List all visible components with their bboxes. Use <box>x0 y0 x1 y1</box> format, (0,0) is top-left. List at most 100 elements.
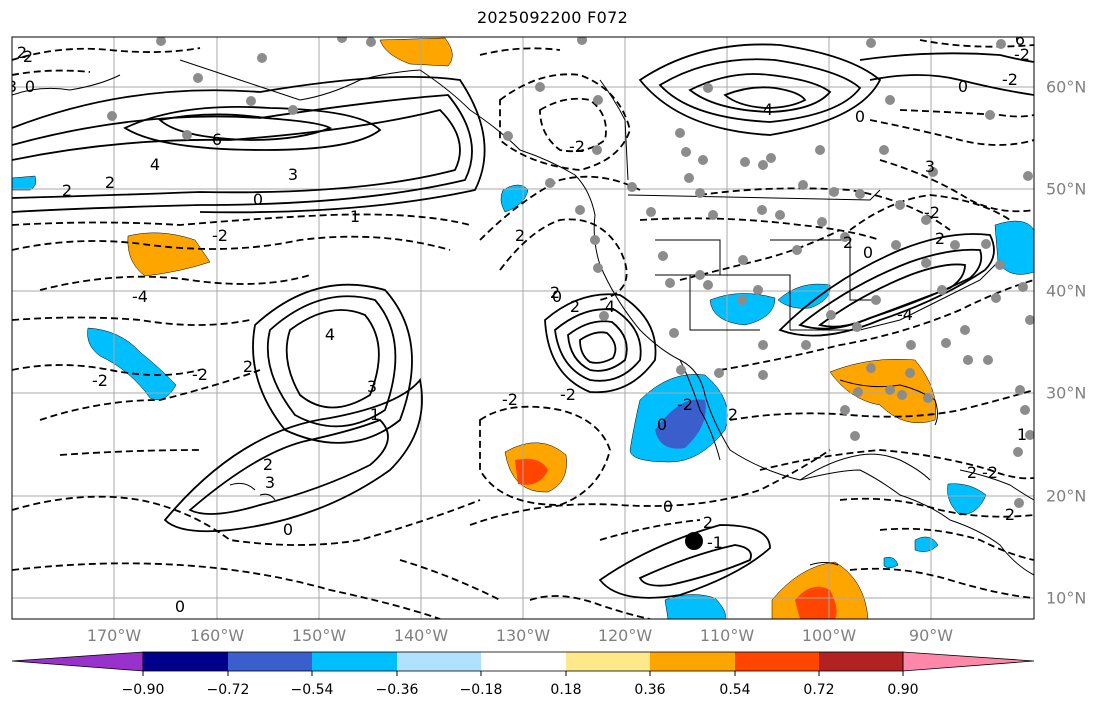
colorbar-segment <box>566 652 650 671</box>
colorbar-segment <box>819 652 903 671</box>
colorbar-tick-label: 0.90 <box>887 682 919 698</box>
contour-label: -4 <box>897 305 913 324</box>
contour-label: 0 <box>863 243 873 262</box>
contour-label: -2 <box>982 463 998 482</box>
lat-label-50n: 50°N <box>1046 179 1087 199</box>
contour-label: 6 <box>1015 30 1025 49</box>
lat-label-60n: 60°N <box>1046 77 1087 97</box>
contour-label: 4 <box>605 297 615 316</box>
colorbar-segment <box>481 652 566 671</box>
colorbar-tick-label: −0.72 <box>206 682 250 698</box>
contour-label: 2 <box>62 181 72 200</box>
contour-label: -2 <box>192 365 208 384</box>
contour-label: -2 <box>92 371 108 390</box>
contour-label: 3 <box>925 157 935 176</box>
colorbar-tick-label: 0.36 <box>634 682 666 698</box>
contour-label: -2 <box>677 395 693 414</box>
shaded-anomalies <box>12 37 1034 619</box>
contour-label: 4 <box>325 325 335 344</box>
colorbar-segment <box>228 652 312 671</box>
station-markers <box>107 37 1034 508</box>
lon-label-120w: 120°W <box>597 626 653 645</box>
contour-label: 0 <box>175 597 185 616</box>
map-title: 2025092200 F072 <box>476 8 629 27</box>
colorbar-tick-label: −0.18 <box>459 682 503 698</box>
contour-labels: 20643201432-4-22431-220230-22-2-24-230-2… <box>7 30 1030 616</box>
colorbar-tick-label: 0.72 <box>803 682 835 698</box>
contour-label: 2 <box>23 47 33 66</box>
contour-label: 2 <box>263 455 273 474</box>
colorbar-tick-label: −0.54 <box>290 682 334 698</box>
contour-label: 4 <box>150 155 160 174</box>
contour-label: 2 <box>843 233 853 252</box>
colorbar-left-extend <box>11 651 144 672</box>
lat-label-40n: 40°N <box>1046 281 1087 301</box>
contour-label: 2 <box>967 463 977 482</box>
lat-label-20n: 20°N <box>1046 486 1087 506</box>
contour-label: 3 <box>265 473 275 492</box>
colorbar-segment <box>312 652 397 671</box>
lon-label-140w: 140°W <box>393 626 449 645</box>
contour-label: 0 <box>663 497 673 516</box>
lon-label-160w: 160°W <box>189 626 245 645</box>
coastlines <box>12 59 1034 576</box>
contour-label: 2 <box>550 283 560 302</box>
lon-label-150w: 150°W <box>291 626 347 645</box>
map-frame <box>11 36 1035 620</box>
contour-label: 2 <box>570 297 580 316</box>
contour-label: 2 <box>17 43 27 62</box>
contour-label: -2 <box>502 390 518 409</box>
contour-label: 2 <box>243 357 253 376</box>
colorbar-tick-label: −0.36 <box>375 682 419 698</box>
positive-contours <box>12 43 1034 599</box>
negative-contours <box>12 39 1034 619</box>
colorbar-tick-label: 0.18 <box>550 682 582 698</box>
contour-label: -2 <box>1002 70 1018 89</box>
colorbar-segment <box>397 652 481 671</box>
colorbar <box>11 651 1035 676</box>
contour-label: 0 <box>855 107 865 126</box>
contour-label: 2 <box>935 229 945 248</box>
contour-label: 0 <box>552 287 562 306</box>
colorbar-segment <box>143 652 228 671</box>
contour-label: 2 <box>728 405 738 424</box>
lon-label-130w: 130°W <box>495 626 551 645</box>
contour-label: 0 <box>25 77 35 96</box>
colorbar-tick-label: −0.90 <box>121 682 165 698</box>
contour-label: 3 <box>288 165 298 184</box>
contour-label: 2 <box>105 173 115 192</box>
colorbar-segment <box>735 652 819 671</box>
contour-label: 3 <box>7 77 17 96</box>
contour-label: 1 <box>370 405 380 424</box>
contour-label: 0 <box>253 190 263 209</box>
colorbar-tick-label: 0.54 <box>719 682 751 698</box>
contour-label: -2 <box>560 385 576 404</box>
contour-label: -2 <box>1014 45 1030 64</box>
contour-label: 4 <box>763 100 773 119</box>
contour-label: 6 <box>212 130 222 149</box>
contour-label: 2 <box>515 226 525 245</box>
lon-label-90w: 90°W <box>908 626 954 645</box>
contour-label: 0 <box>958 77 968 96</box>
contour-label: 3 <box>367 377 377 396</box>
contour-label: -2 <box>924 203 940 222</box>
lat-label-10n: 10°N <box>1046 588 1087 608</box>
contour-label: 2 <box>1005 505 1015 524</box>
contour-label: -1 <box>707 533 723 552</box>
lon-label-100w: 100°W <box>801 626 857 645</box>
graticule <box>12 37 1034 619</box>
colorbar-segment <box>650 652 735 671</box>
colorbar-right-extend <box>902 651 1035 672</box>
contour-label: 2 <box>703 513 713 532</box>
lon-label-170w: 170°W <box>86 626 142 645</box>
contour-label: -2 <box>569 137 585 156</box>
contour-label: 0 <box>283 520 293 539</box>
lat-label-30n: 30°N <box>1046 383 1087 403</box>
contour-label: 0 <box>657 415 667 434</box>
highlight-marker <box>685 532 703 550</box>
contour-label: -4 <box>132 287 148 306</box>
contour-label: -2 <box>212 226 228 245</box>
contour-label: 1 <box>350 207 360 226</box>
contour-label: 1 <box>1017 425 1027 444</box>
